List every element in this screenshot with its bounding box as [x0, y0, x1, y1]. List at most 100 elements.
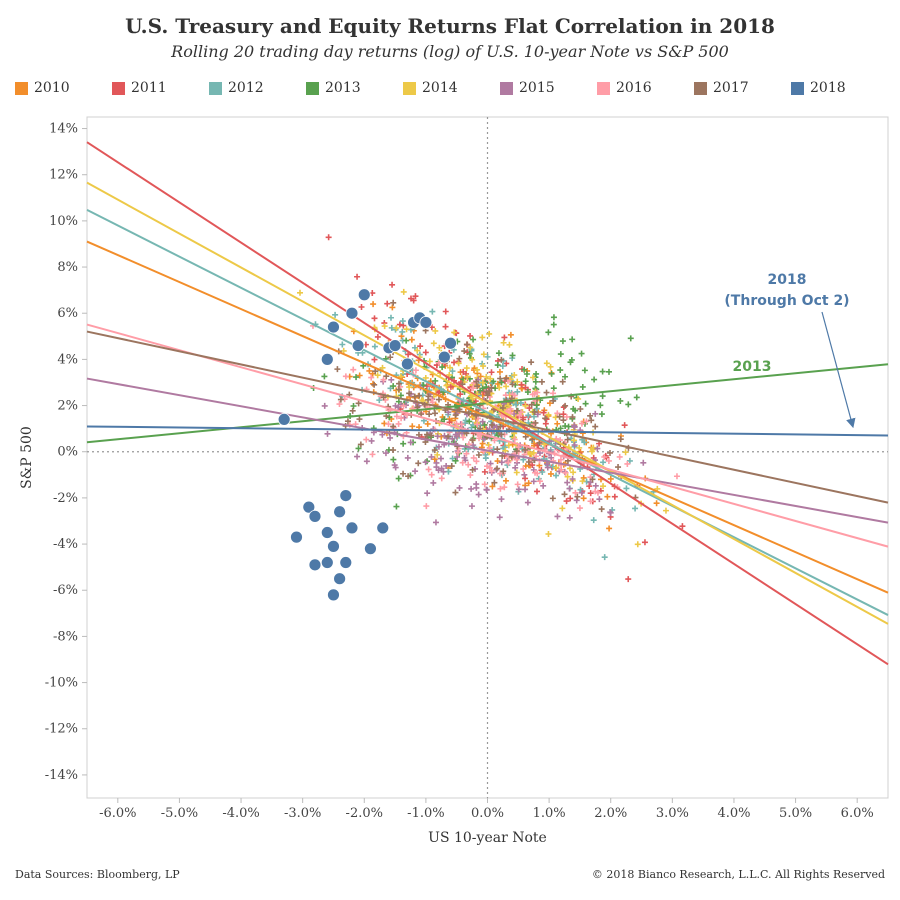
point-2013 [562, 423, 569, 430]
point-2018 [308, 558, 322, 572]
point-2017 [528, 401, 535, 408]
point-2011 [518, 381, 525, 388]
point-2018 [327, 320, 340, 334]
point-2013 [395, 398, 402, 405]
point-2017 [564, 436, 571, 443]
point-2015 [454, 454, 461, 461]
point-2016 [342, 373, 349, 380]
point-2015 [435, 467, 442, 474]
point-2016 [350, 366, 357, 373]
point-2011 [457, 391, 464, 398]
point-2014 [486, 330, 493, 337]
legend-item-2010[interactable]: 2010 [15, 80, 70, 96]
point-2016 [488, 468, 495, 475]
point-2018 [302, 500, 316, 514]
point-2014 [379, 364, 386, 371]
point-2015 [594, 445, 601, 452]
point-2015 [443, 462, 450, 469]
point-2014 [511, 372, 518, 379]
point-2016 [380, 376, 387, 383]
legend-item-2014[interactable]: 2014 [403, 80, 458, 96]
point-2017 [432, 410, 439, 417]
point-2017 [615, 464, 622, 471]
point-2014 [500, 339, 507, 346]
legend-item-2017[interactable]: 2017 [694, 80, 749, 96]
point-2015 [437, 455, 444, 462]
point-2011 [501, 334, 508, 341]
point-2017 [461, 348, 468, 355]
legend-item-2018[interactable]: 2018 [791, 80, 846, 96]
point-2016 [438, 475, 445, 482]
point-2014 [451, 329, 458, 336]
point-2015 [521, 471, 528, 478]
point-2017 [415, 431, 422, 438]
point-2012 [376, 397, 383, 404]
legend-item-2011[interactable]: 2011 [112, 80, 167, 96]
legend-item-2016[interactable]: 2016 [597, 80, 652, 96]
point-2011 [526, 405, 533, 412]
point-2012 [468, 347, 475, 354]
point-2017 [598, 506, 605, 513]
point-2013 [390, 456, 397, 463]
point-2016 [423, 503, 430, 510]
point-2013 [548, 370, 555, 377]
y-tick-label: 14% [49, 122, 78, 137]
point-2017 [445, 433, 452, 440]
point-2015 [571, 423, 578, 430]
point-2017 [497, 375, 504, 382]
point-2010 [525, 480, 532, 487]
legend-item-2012[interactable]: 2012 [209, 80, 264, 96]
point-2015 [438, 465, 445, 472]
point-2014 [422, 374, 429, 381]
point-2013 [321, 373, 328, 380]
point-2014 [469, 356, 476, 363]
point-2011 [325, 234, 332, 241]
legend-item-2015[interactable]: 2015 [500, 80, 555, 96]
point-2016 [481, 481, 488, 488]
legend-item-2013[interactable]: 2013 [306, 80, 361, 96]
point-2013 [400, 440, 407, 447]
point-2017 [395, 386, 402, 393]
point-2011 [567, 495, 574, 502]
point-2016 [601, 453, 608, 460]
legend: 2010 2011 2012 2013 2014 2015 2016 2017 2018 [15, 80, 895, 100]
point-2013 [522, 378, 529, 385]
point-2017 [587, 412, 594, 419]
point-2017 [431, 447, 438, 454]
point-2015 [571, 442, 578, 449]
point-2015 [530, 478, 537, 485]
point-2013 [581, 367, 588, 374]
point-2018 [357, 288, 371, 302]
point-2017 [334, 366, 341, 373]
point-2017 [452, 489, 459, 496]
point-2017 [357, 441, 364, 448]
point-2010 [356, 372, 363, 379]
point-2016 [363, 436, 370, 443]
point-2016 [459, 459, 466, 466]
x-tick-label: -3.0% [284, 806, 321, 821]
point-2017 [463, 341, 470, 348]
point-2014 [467, 344, 474, 351]
data-source-note: Data Sources: Bloomberg, LP [15, 868, 180, 881]
point-2014 [570, 469, 577, 476]
point-2013 [532, 378, 539, 385]
chart-subtitle: Rolling 20 trading day returns (log) of … [171, 42, 729, 61]
point-2015 [522, 486, 529, 493]
point-2016 [385, 421, 392, 428]
point-2017 [390, 299, 397, 306]
point-2017 [503, 375, 510, 382]
point-2011 [417, 343, 424, 350]
point-2015 [480, 436, 487, 443]
point-2013 [386, 414, 393, 421]
point-2015 [392, 402, 399, 409]
point-2013 [439, 364, 446, 371]
point-2014 [426, 358, 433, 365]
point-2016 [412, 367, 419, 374]
point-2011 [371, 356, 378, 363]
point-2014 [393, 325, 400, 332]
point-2012 [513, 401, 520, 408]
point-2017 [592, 423, 599, 430]
point-2017 [486, 388, 493, 395]
point-2016 [497, 485, 504, 492]
point-2015 [592, 410, 599, 417]
